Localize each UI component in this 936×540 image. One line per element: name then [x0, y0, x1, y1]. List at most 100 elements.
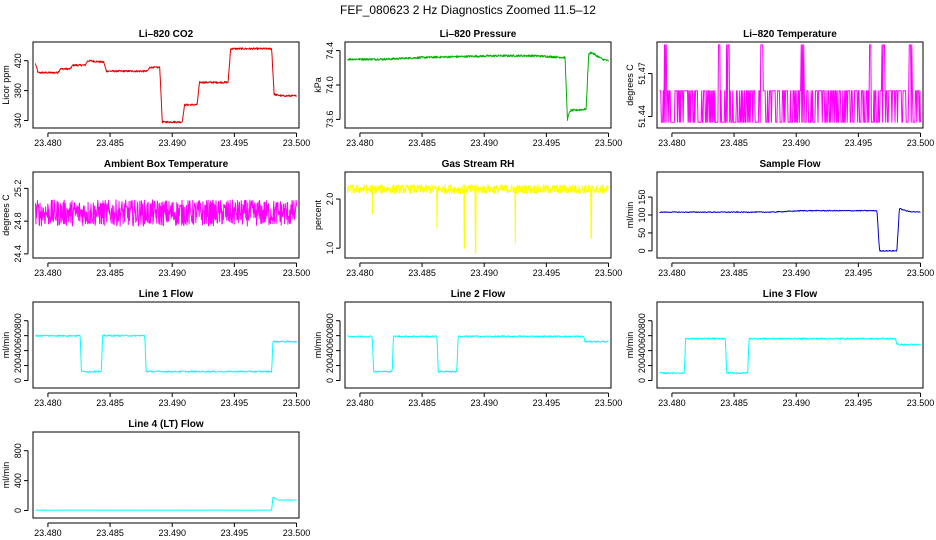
x-tick-label: 23.500 [907, 398, 935, 408]
plot-frame [344, 171, 612, 259]
y-axis-label: Licor ppm [1, 65, 11, 105]
data-series-line [35, 199, 297, 227]
y-tick-label: 2.0 [325, 193, 335, 206]
x-tick-label: 23.490 [158, 268, 186, 278]
panel-title: Gas Stream RH [442, 159, 515, 170]
data-series-line [347, 184, 609, 254]
x-tick-label: 23.490 [782, 398, 810, 408]
data-series-line [347, 335, 609, 373]
y-axis-label: degrees C [625, 64, 635, 106]
y-tick-label: 100 [637, 207, 647, 222]
y-tick-label: 74.4 [325, 42, 335, 60]
x-tick-label: 23.495 [221, 398, 249, 408]
plot-frame [656, 41, 924, 129]
y-axis-label: kPa [313, 77, 323, 93]
panel-title: Line 1 Flow [139, 289, 194, 300]
y-tick-label: 340 [13, 113, 23, 128]
x-tick-label: 23.500 [283, 268, 311, 278]
chart-panel: Ambient Box Temperature degrees C 23.480 23… [1, 159, 310, 278]
x-tick-label: 23.480 [346, 398, 374, 408]
y-axis-label: ml/min [313, 332, 323, 359]
x-tick-label: 23.495 [221, 138, 249, 148]
panel-title: Li–820 CO2 [139, 29, 194, 40]
x-tick-label: 23.495 [533, 268, 561, 278]
x-tick-label: 23.480 [658, 138, 686, 148]
y-tick-label: 24.8 [13, 212, 23, 230]
y-tick-label: 400 [637, 343, 647, 358]
x-tick-label: 23.490 [470, 138, 498, 148]
plot-frame [344, 301, 612, 389]
x-tick-label: 23.490 [782, 138, 810, 148]
panel-title: Li–820 Temperature [743, 29, 837, 40]
x-tick-label: 23.490 [158, 138, 186, 148]
x-tick-label: 23.490 [158, 398, 186, 408]
y-tick-label: 0 [325, 378, 335, 383]
x-tick-label: 23.500 [907, 268, 935, 278]
y-axis-label: degrees C [1, 194, 11, 236]
y-tick-label: 800 [13, 443, 23, 458]
y-tick-label: 380 [13, 83, 23, 98]
plot-frame [32, 431, 300, 519]
data-series-line [35, 47, 297, 124]
chart-panel: Line 2 Flow ml/min 23.480 23.485 23.490 23.49… [313, 289, 622, 408]
chart-panel: Gas Stream RH percent 23.480 23.485 23.490 23… [313, 159, 622, 278]
y-tick-label: 51.47 [637, 62, 647, 85]
plot-frame [656, 171, 924, 259]
chart-panel: Li–820 CO2 Licor ppm 23.480 23.485 23.490 23.… [1, 29, 310, 148]
x-tick-label: 23.500 [283, 528, 311, 538]
y-tick-label: 73.6 [325, 111, 335, 129]
panel-title: Ambient Box Temperature [104, 159, 229, 170]
data-series-line [659, 337, 921, 375]
y-tick-label: 0 [13, 508, 23, 513]
x-tick-label: 23.485 [720, 138, 748, 148]
y-tick-label: 150 [637, 190, 647, 205]
y-tick-label: 400 [13, 473, 23, 488]
chart-panel: Li–820 Pressure kPa 23.480 23.485 23.490 23.4… [313, 29, 622, 148]
x-tick-label: 23.495 [221, 268, 249, 278]
x-tick-label: 23.480 [34, 268, 62, 278]
y-axis-label: ml/min [625, 202, 635, 229]
x-tick-label: 23.485 [408, 138, 436, 148]
x-tick-label: 23.480 [658, 398, 686, 408]
x-tick-label: 23.480 [658, 268, 686, 278]
y-axis-label: ml/min [1, 332, 11, 359]
chart-panel: Sample Flow ml/min 23.480 23.485 23.490 23.49… [625, 159, 934, 278]
x-tick-label: 23.495 [845, 138, 873, 148]
data-series-line [35, 334, 297, 373]
panel-grid: Li–820 CO2 Licor ppm 23.480 23.485 23.490 23.… [1, 29, 934, 538]
x-tick-label: 23.480 [346, 268, 374, 278]
x-tick-label: 23.485 [96, 528, 124, 538]
x-tick-label: 23.500 [283, 138, 311, 148]
panel-title: Sample Flow [759, 159, 820, 170]
data-series-line [347, 51, 609, 121]
y-tick-label: 800 [637, 313, 647, 328]
x-tick-label: 23.500 [283, 398, 311, 408]
data-series-line [35, 496, 297, 511]
x-tick-label: 23.495 [533, 398, 561, 408]
x-tick-label: 23.500 [595, 268, 623, 278]
plot-frame [32, 171, 300, 259]
plot-frame [656, 301, 924, 389]
y-tick-label: 200 [13, 358, 23, 373]
x-tick-label: 23.485 [408, 398, 436, 408]
y-tick-label: 51.44 [637, 105, 647, 128]
data-series-line [659, 44, 921, 123]
plot-frame [32, 41, 300, 129]
x-tick-label: 23.485 [96, 268, 124, 278]
y-tick-label: 74.0 [325, 76, 335, 94]
chart-panel: Line 1 Flow ml/min 23.480 23.485 23.490 23.49… [1, 289, 310, 408]
x-tick-label: 23.500 [907, 138, 935, 148]
x-tick-label: 23.495 [221, 528, 249, 538]
data-series-line [659, 208, 921, 252]
y-tick-label: 25.2 [13, 180, 23, 198]
y-tick-label: 800 [325, 313, 335, 328]
panel-title: Line 2 Flow [451, 289, 506, 300]
x-tick-label: 23.485 [720, 268, 748, 278]
y-tick-label: 50 [637, 228, 647, 238]
x-tick-label: 23.490 [470, 268, 498, 278]
x-tick-label: 23.495 [845, 268, 873, 278]
x-tick-label: 23.495 [845, 398, 873, 408]
x-tick-label: 23.485 [720, 398, 748, 408]
